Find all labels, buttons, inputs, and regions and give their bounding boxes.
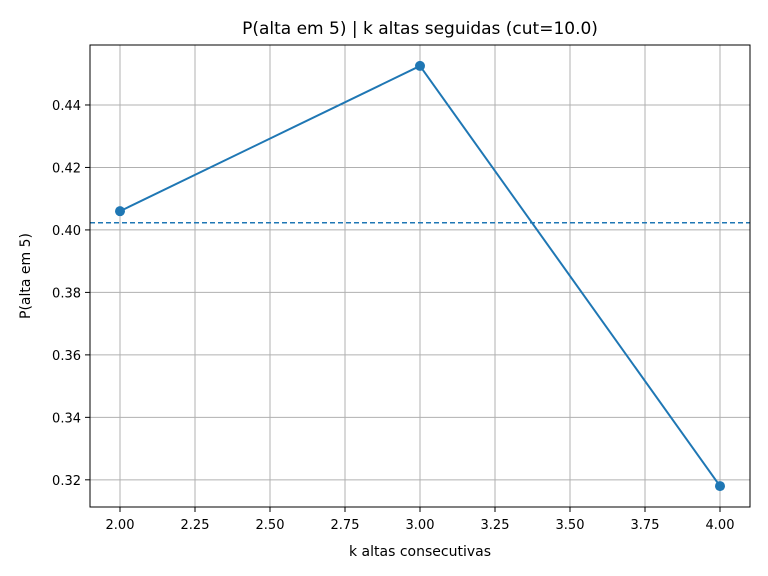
- x-tick-label: 3.75: [631, 518, 660, 533]
- y-tick-label: 0.32: [52, 474, 81, 489]
- y-axis-label: P(alta em 5): [18, 233, 34, 319]
- x-tick-label: 2.00: [106, 518, 135, 533]
- y-tick-label: 0.42: [52, 161, 81, 176]
- x-tick-label: 4.00: [706, 518, 735, 533]
- x-tick-label: 3.25: [481, 518, 510, 533]
- x-tick-label: 2.50: [256, 518, 285, 533]
- tick-marks: [85, 104, 721, 512]
- data-point: [715, 481, 725, 492]
- x-tick-label: 2.75: [331, 518, 360, 533]
- x-tick-label: 2.25: [181, 518, 210, 533]
- x-axis-label: k altas consecutivas: [349, 544, 491, 560]
- x-tick-label: 3.50: [556, 518, 585, 533]
- chart-title: P(alta em 5) | k altas seguidas (cut=10.…: [242, 19, 598, 39]
- x-tick-label: 3.00: [406, 518, 435, 533]
- y-tick-labels: 0.32 0.34 0.36 0.38 0.40 0.42 0.44: [52, 99, 81, 489]
- data-point: [115, 206, 125, 217]
- series-layer: [115, 60, 725, 492]
- gridlines: [90, 45, 750, 507]
- y-tick-label: 0.40: [52, 224, 81, 239]
- y-tick-label: 0.34: [52, 411, 81, 426]
- y-tick-label: 0.36: [52, 349, 81, 364]
- y-tick-label: 0.38: [52, 286, 81, 301]
- y-tick-label: 0.44: [52, 99, 81, 114]
- x-tick-labels: 2.00 2.25 2.50 2.75 3.00 3.25 3.50 3.75 4.00: [106, 518, 735, 533]
- data-point: [415, 60, 425, 71]
